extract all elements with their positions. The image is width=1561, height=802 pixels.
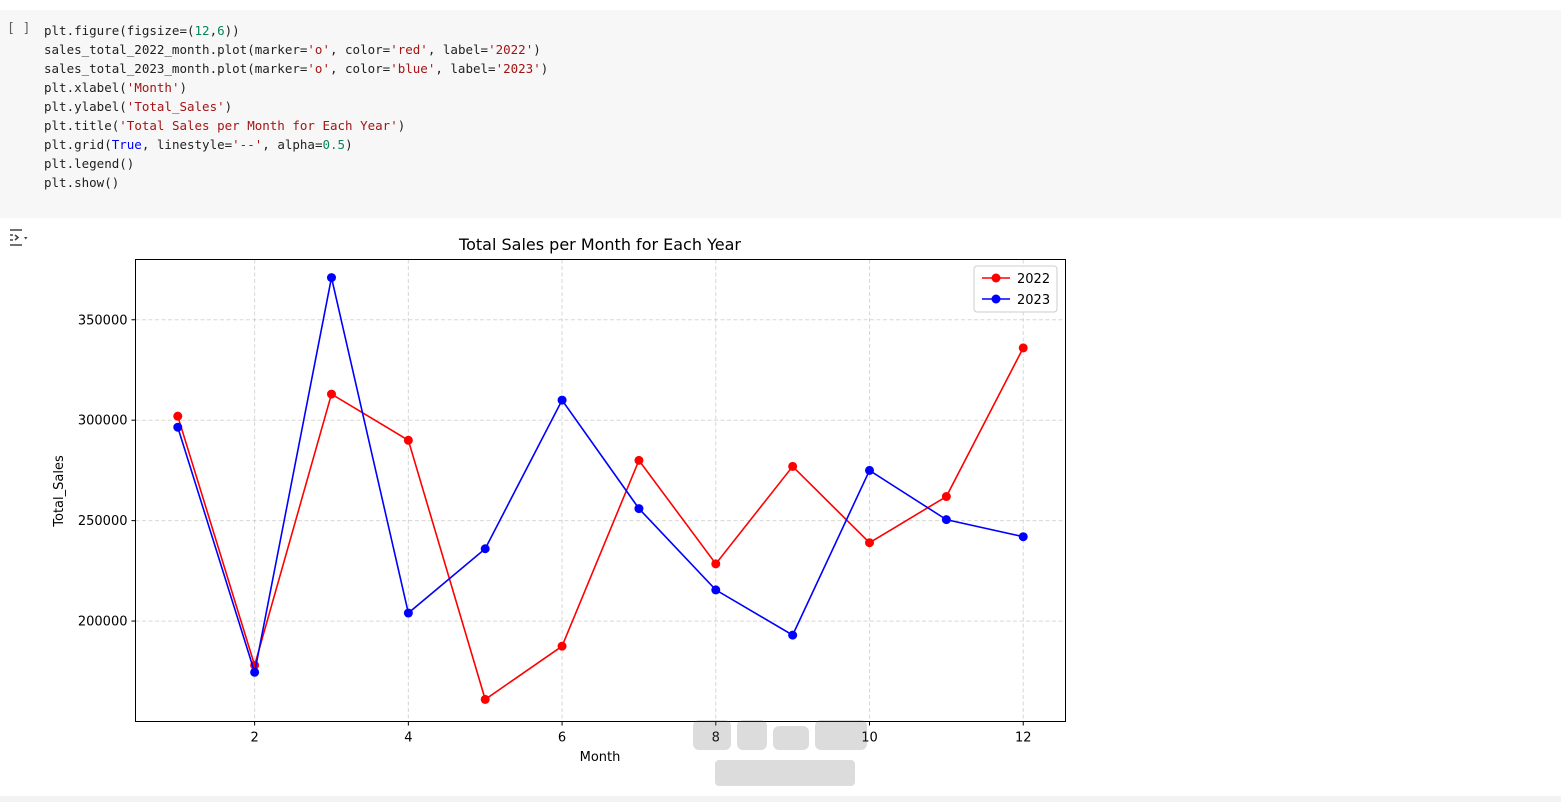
y-tick-label: 250000	[78, 514, 128, 529]
cell-run-indicator[interactable]: [ ]	[7, 21, 31, 36]
code-token: '2022'	[488, 42, 534, 57]
code-line: plt.ylabel('Total_Sales')	[44, 97, 548, 116]
code-token: 6	[217, 23, 225, 38]
chart-grid	[135, 259, 1066, 722]
code-token: , linestyle=	[141, 137, 233, 152]
data-point-2023	[634, 504, 644, 514]
code-token: plt.grid(	[44, 137, 112, 152]
line-chart: Total Sales per Month for Each Year 2 4 6 8…	[52, 235, 1066, 765]
data-point-2023	[941, 515, 951, 525]
code-token: plt.figure(figsize=(	[44, 23, 195, 38]
series-line-2022	[177, 347, 1024, 701]
code-token: 0.5	[322, 137, 346, 152]
code-token: '--'	[232, 137, 263, 152]
data-point-2022	[403, 435, 413, 445]
x-tick-label: 10	[861, 731, 878, 746]
legend-label: 2022	[1017, 272, 1050, 287]
y-tick-label: 300000	[78, 414, 128, 429]
code-cell[interactable]: [ ] plt.figure(figsize=(12,6)) sales_tota…	[0, 10, 1561, 218]
chart-title: Total Sales per Month for Each Year	[458, 235, 741, 254]
data-point-2022	[1018, 343, 1028, 353]
code-token: 'o'	[307, 61, 330, 76]
x-tick-label: 4	[404, 731, 412, 746]
code-token: True	[111, 137, 142, 152]
code-token: plt.title(	[44, 118, 120, 133]
code-line: plt.figure(figsize=(12,6))	[44, 21, 548, 40]
code-line: plt.title('Total Sales per Month for Eac…	[44, 116, 548, 135]
x-axis-label: Month	[580, 750, 621, 765]
code-token: )	[345, 137, 353, 152]
code-token: )	[224, 99, 233, 114]
code-token: ))	[224, 23, 240, 38]
code-line: plt.xlabel('Month')	[44, 78, 548, 97]
code-token: plt.legend()	[44, 156, 135, 171]
code-token: 'blue'	[390, 61, 436, 76]
y-tick-label: 200000	[78, 615, 128, 630]
code-token: sales_total_2023_month.plot(marker=	[44, 61, 308, 76]
x-tick-label: 12	[1015, 731, 1032, 746]
data-point-2022	[557, 641, 567, 651]
code-line: plt.show()	[44, 173, 548, 192]
bottom-divider	[0, 796, 1561, 802]
code-token: , color=	[329, 42, 391, 57]
code-token: plt.show()	[44, 175, 120, 190]
data-point-2023	[557, 395, 567, 405]
code-editor[interactable]: plt.figure(figsize=(12,6)) sales_total_20…	[44, 21, 548, 192]
data-point-2022	[941, 492, 951, 502]
code-token: plt.xlabel(	[44, 80, 127, 95]
code-token: )	[533, 42, 541, 57]
series-line-2023	[177, 277, 1024, 673]
data-point-2023	[788, 630, 798, 640]
code-token: 12	[194, 23, 210, 38]
x-tick-label: 8	[712, 731, 720, 746]
code-token: )	[397, 118, 406, 133]
data-point-2023	[173, 422, 183, 432]
code-token: 'Total Sales per Month for Each Year'	[119, 118, 398, 133]
code-token: , label=	[435, 61, 496, 76]
code-token: '2023'	[495, 61, 541, 76]
legend-label: 2023	[1017, 293, 1050, 308]
data-point-2023	[711, 585, 721, 595]
y-tick-label: 350000	[78, 313, 128, 328]
data-point-2022	[173, 411, 183, 421]
code-token: 'red'	[390, 42, 428, 57]
plot-area-frame	[135, 259, 1066, 722]
data-point-2023	[250, 667, 260, 677]
y-axis-label: Total_Sales	[52, 455, 67, 528]
data-point-2022	[634, 455, 644, 465]
code-line: plt.legend()	[44, 154, 548, 173]
data-point-2022	[788, 461, 798, 471]
data-point-2022	[326, 389, 336, 399]
data-point-2023	[480, 544, 490, 554]
chart-ticks: 2 4 6 8 10 12 200000 250000 300000 350000	[78, 313, 1032, 745]
code-line: sales_total_2023_month.plot(marker='o', …	[44, 59, 548, 78]
x-tick-label: 6	[558, 731, 566, 746]
code-token: 'Month'	[126, 80, 180, 95]
code-token: 'Total_Sales'	[126, 99, 225, 114]
legend-swatch-marker	[991, 294, 1001, 304]
x-tick-label: 2	[250, 731, 258, 746]
chart-series	[173, 273, 1028, 704]
code-token: )	[179, 80, 188, 95]
data-point-2022	[711, 559, 721, 569]
code-line: plt.grid(True, linestyle='--', alpha=0.5…	[44, 135, 548, 154]
data-point-2023	[1018, 532, 1028, 542]
code-token: plt.ylabel(	[44, 99, 127, 114]
data-point-2023	[865, 465, 875, 475]
chart-legend: 2022 2023	[973, 265, 1058, 313]
code-token: , color=	[329, 61, 391, 76]
code-token: sales_total_2022_month.plot(marker=	[44, 42, 308, 57]
output-toggle-icon[interactable]	[8, 226, 32, 248]
data-point-2023	[403, 608, 413, 618]
legend-swatch-marker	[991, 273, 1001, 283]
code-token: 'o'	[307, 42, 330, 57]
code-token: )	[540, 61, 549, 76]
code-token: ,	[209, 23, 218, 38]
code-token: , label=	[427, 42, 489, 57]
code-line: sales_total_2022_month.plot(marker='o', …	[44, 40, 548, 59]
data-point-2022	[865, 538, 875, 548]
data-point-2022	[480, 694, 490, 704]
data-point-2023	[326, 273, 336, 283]
code-token: , alpha=	[262, 137, 323, 152]
